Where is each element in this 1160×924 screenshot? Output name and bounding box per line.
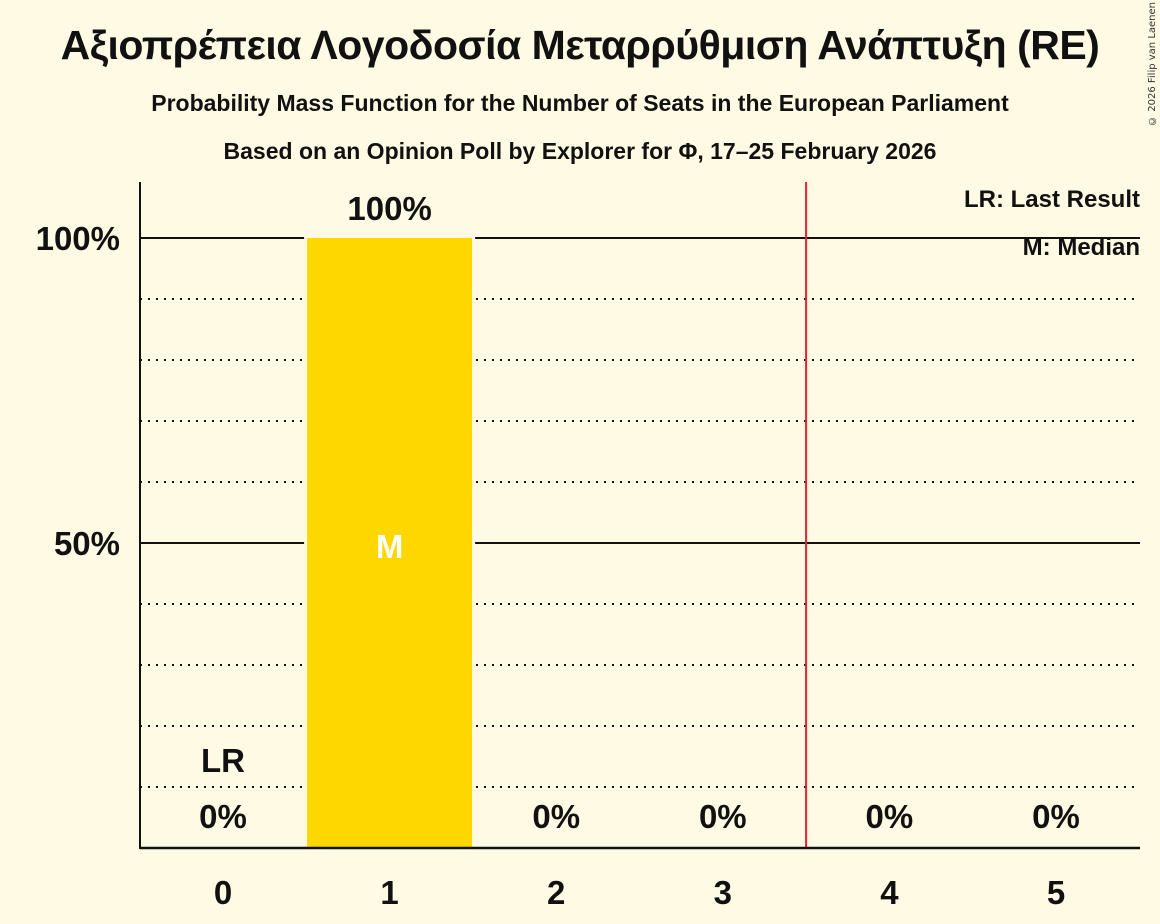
x-tick-label: 3 bbox=[714, 874, 732, 911]
bar-value-label: 0% bbox=[866, 798, 914, 835]
x-tick-label: 2 bbox=[547, 874, 565, 911]
chart-title: Αξιοπρέπεια Λογοδοσία Μεταρρύθμιση Ανάπτ… bbox=[60, 22, 1100, 68]
chart-subtitle: Probability Mass Function for the Number… bbox=[151, 90, 1009, 116]
median-marker: M bbox=[376, 528, 404, 565]
legend-median: M: Median bbox=[1022, 234, 1140, 261]
x-tick-label: 5 bbox=[1047, 874, 1065, 911]
legend-last-result: LR: Last Result bbox=[963, 186, 1140, 213]
bar-value-label: 0% bbox=[199, 798, 247, 835]
bar-value-label: 100% bbox=[347, 190, 431, 227]
y-tick-label: 50% bbox=[54, 525, 120, 562]
x-tick-label: 4 bbox=[880, 874, 899, 911]
x-tick-label: 1 bbox=[380, 874, 398, 911]
last-result-marker: LR bbox=[201, 742, 245, 779]
x-tick-label: 0 bbox=[214, 874, 232, 911]
bar-seat-1 bbox=[307, 238, 473, 848]
bar-value-label: 0% bbox=[699, 798, 747, 835]
y-tick-label: 100% bbox=[36, 220, 120, 257]
bar-value-label: 0% bbox=[1032, 798, 1080, 835]
bar-value-label: 0% bbox=[532, 798, 580, 835]
chart-subtitle-poll: Based on an Opinion Poll by Explorer for… bbox=[223, 138, 937, 164]
